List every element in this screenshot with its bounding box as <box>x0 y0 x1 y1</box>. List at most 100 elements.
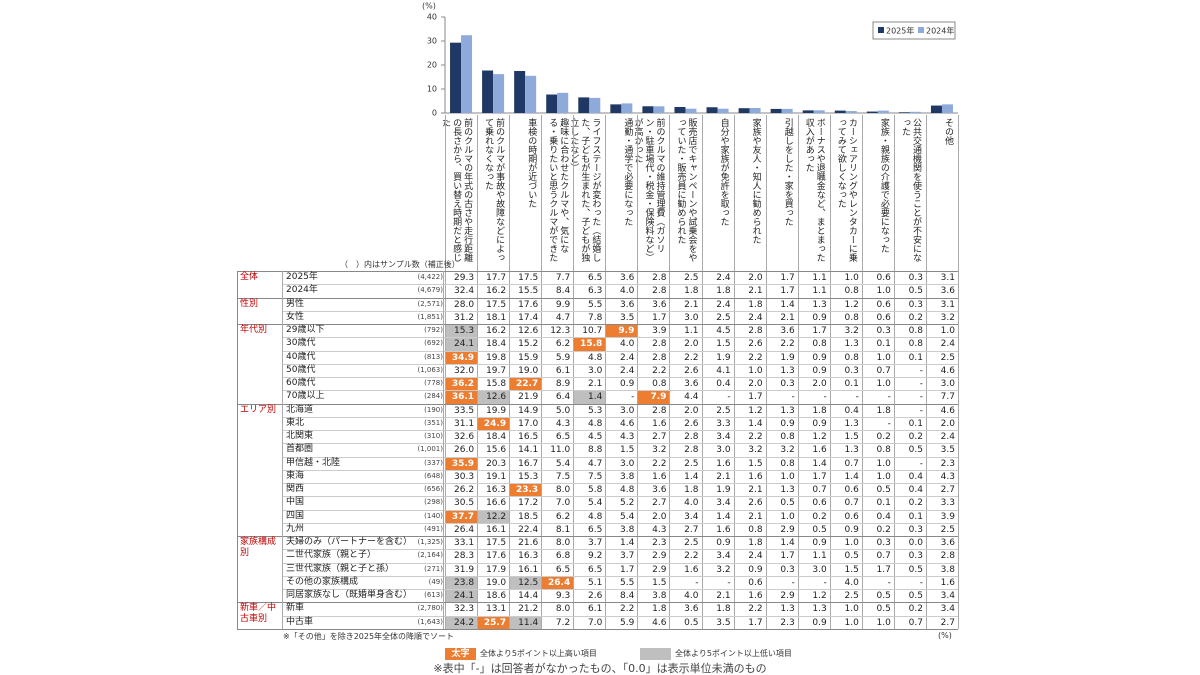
bar <box>482 70 494 113</box>
table-cell: 2.1 <box>716 591 731 601</box>
table-cell: 1.0 <box>780 511 795 522</box>
table-cell: 1.5 <box>716 339 731 350</box>
table-cell: 4.7 <box>587 458 603 469</box>
table-cell: 0.9 <box>812 418 827 429</box>
table-cell: 8.0 <box>555 538 571 548</box>
sample-size: (337) <box>424 458 443 467</box>
category-label: ボーナスや退職金など、まとまった収入があった <box>803 118 825 262</box>
table-cell: 3.4 <box>684 511 699 522</box>
table-cell: 2.4 <box>748 312 763 323</box>
table-cell: 2.1 <box>716 471 731 482</box>
table-cell: 1.5 <box>652 577 667 588</box>
table-cell: 15.8 <box>574 338 606 351</box>
sample-size: (648) <box>424 471 443 480</box>
table-cell: 1.8 <box>716 286 731 297</box>
table-cell: 17.7 <box>486 273 507 283</box>
table-cell: 1.1 <box>684 326 699 336</box>
row-line <box>237 536 958 537</box>
table-cell: 6.2 <box>555 511 571 522</box>
table-cell: 0.2 <box>908 604 923 615</box>
table-cell: 2.3 <box>940 458 955 469</box>
row-line <box>237 628 958 630</box>
table-cell: 2.2 <box>684 551 699 562</box>
bar <box>898 112 910 113</box>
table-cell: 1.2 <box>812 591 827 601</box>
table-cell: 7.0 <box>587 617 603 628</box>
bar <box>578 97 590 113</box>
table-cell: 12.6 <box>518 326 539 336</box>
table-cell: 0.5 <box>908 591 923 601</box>
table-cell: 2.0 <box>748 379 763 389</box>
table-cell: 22.7 <box>510 378 542 391</box>
category-label: その他 <box>943 118 953 145</box>
table-cell: 1.0 <box>876 379 891 389</box>
sample-size: (613) <box>424 591 443 599</box>
table-cell: 3.9 <box>940 511 955 522</box>
bar <box>802 110 814 113</box>
category-label: 引越しをした・家を買った <box>782 118 793 226</box>
table-cell: - <box>695 577 699 588</box>
table-cell: 1.3 <box>844 445 859 456</box>
table-cell: - <box>823 577 827 588</box>
sample-size: (284) <box>424 392 443 401</box>
table-cell: 1.6 <box>652 418 667 429</box>
sample-size: (2,780) <box>417 604 443 613</box>
row-label: 60歳代 <box>286 378 316 388</box>
column-line <box>509 115 511 629</box>
table-cell: 7.2 <box>555 617 571 628</box>
table-cell: 5.9 <box>555 352 571 363</box>
bar <box>610 104 622 113</box>
footnote: ※表中「-」は回答者がなかったもの、「0.0」は表示単位未満のもの <box>433 662 767 675</box>
sample-size: (792) <box>424 326 443 334</box>
table-cell: 3.9 <box>652 326 667 336</box>
table-cell: 3.0 <box>940 379 955 389</box>
table-cell: 1.0 <box>876 471 891 482</box>
table-cell: 2.1 <box>748 286 763 297</box>
table-cell: 0.6 <box>812 498 827 509</box>
row-line <box>283 377 958 378</box>
table-cell: 0.3 <box>876 538 891 548</box>
row-label: その他の家族構成 <box>286 576 359 587</box>
table-cell: 1.1 <box>812 273 827 283</box>
table-cell: 4.8 <box>620 485 635 495</box>
legend-swatch <box>878 27 884 33</box>
table-cell: 12.3 <box>550 326 571 336</box>
row-label-line <box>443 271 444 629</box>
table-cell: 35.9 <box>446 457 478 470</box>
table-cell: 1.7 <box>748 617 763 628</box>
table-cell: 24.9 <box>478 417 510 430</box>
table-cell: 3.4 <box>716 551 731 562</box>
table-cell: 1.0 <box>748 365 763 376</box>
table-cell: 2.5 <box>716 405 731 416</box>
table-cell: 24.1 <box>446 590 478 603</box>
table-cell: 3.3 <box>940 498 955 509</box>
table-cell: 33.1 <box>454 538 475 548</box>
table-cell: 0.9 <box>812 617 827 628</box>
table-cell: - <box>727 577 731 588</box>
table-cell: 1.4 <box>812 458 827 469</box>
sample-size: (310) <box>424 432 443 440</box>
table-cell: 0.6 <box>876 312 891 323</box>
table-cell: 1.0 <box>940 326 955 336</box>
table-cell: 0.3 <box>908 299 923 310</box>
table-cell: 7.5 <box>587 471 603 482</box>
table-cell: - <box>855 392 859 403</box>
table-cell: 2.8 <box>652 405 667 416</box>
table-cell: 15.3 <box>518 471 539 482</box>
table-cell: 1.4 <box>844 471 859 482</box>
row-label: 甲信越・北陸 <box>286 457 341 468</box>
table-cell: 2.6 <box>587 591 603 601</box>
table-cell: 2.7 <box>684 524 699 535</box>
bar <box>941 104 953 113</box>
table-cell: 1.8 <box>716 604 731 615</box>
row-line <box>283 562 958 564</box>
table-cell: 8.0 <box>555 604 571 615</box>
bar <box>461 35 473 113</box>
table-cell: 1.8 <box>684 286 699 297</box>
table-cell: 4.8 <box>587 352 603 363</box>
table-cell: 2.2 <box>748 432 763 442</box>
bar <box>685 108 697 113</box>
table-cell: 0.2 <box>908 498 923 509</box>
category-label: 家族や友人・知人に勧められた <box>750 118 761 244</box>
table-cell: 28.3 <box>454 551 475 562</box>
